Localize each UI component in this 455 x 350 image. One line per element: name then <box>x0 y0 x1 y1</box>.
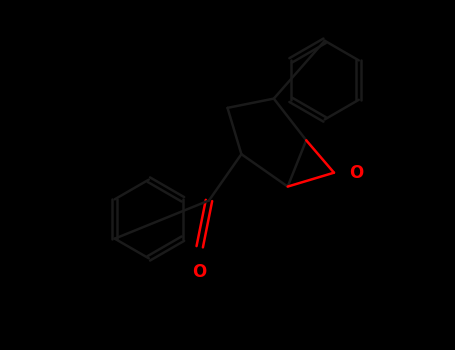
Text: O: O <box>192 263 207 281</box>
Text: O: O <box>349 164 364 182</box>
